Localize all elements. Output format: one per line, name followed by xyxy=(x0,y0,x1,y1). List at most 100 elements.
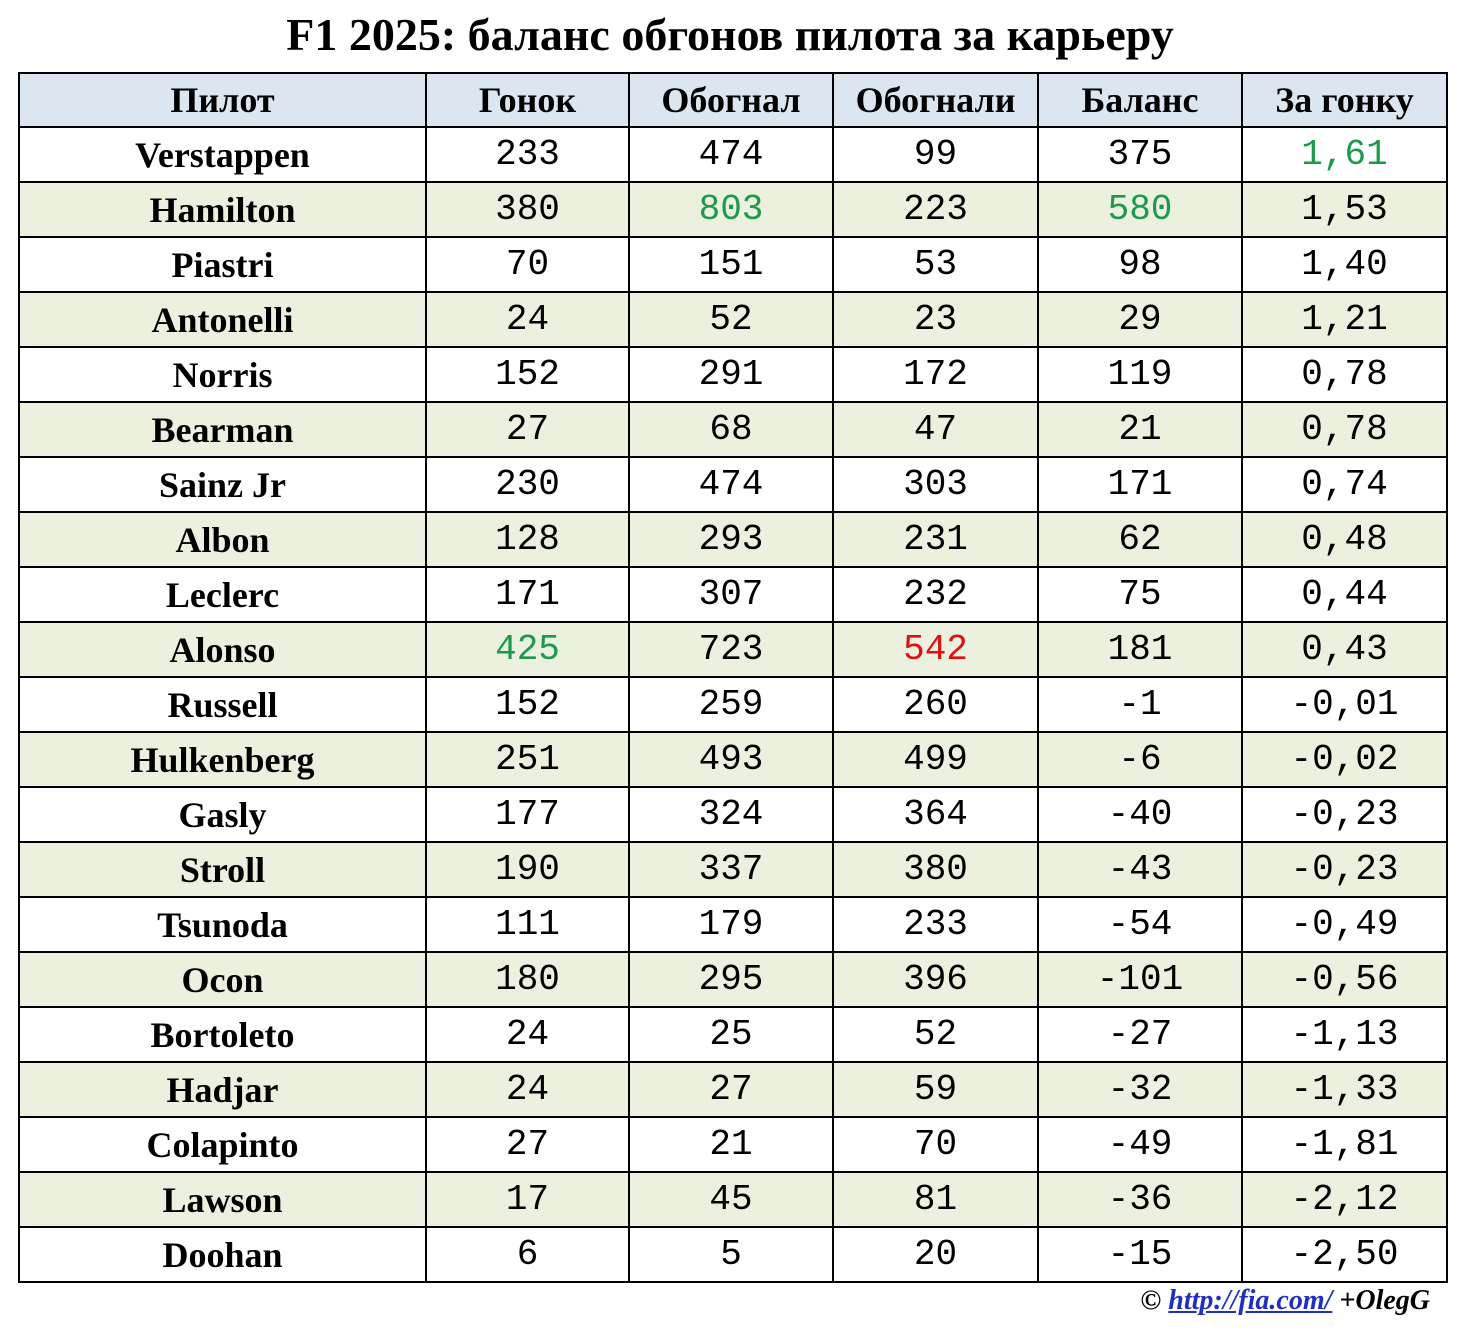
cell: 6 xyxy=(425,1226,630,1283)
cell: 172 xyxy=(832,346,1039,403)
cell: 181 xyxy=(1037,621,1243,678)
cell: 0,48 xyxy=(1241,511,1448,568)
cell: 396 xyxy=(832,951,1039,1008)
cell: 260 xyxy=(832,676,1039,733)
table-row: Bearman 27 68 47 21 0,78 xyxy=(18,401,1448,458)
cell: 24 xyxy=(425,1006,630,1063)
driver-name: Bearman xyxy=(18,401,427,458)
table-body: Verstappen 233 474 99 375 1,61 Hamilton 380 803 2… xyxy=(18,126,1448,1283)
column-header: Обогнали xyxy=(832,72,1039,128)
cell: 230 xyxy=(425,456,630,513)
cell: 152 xyxy=(425,346,630,403)
cell: 1,53 xyxy=(1241,181,1448,238)
column-header: Пилот xyxy=(18,72,427,128)
cell: -0,01 xyxy=(1241,676,1448,733)
author: +OlegG xyxy=(1339,1285,1430,1316)
cell: 291 xyxy=(628,346,834,403)
cell: -2,50 xyxy=(1241,1226,1448,1283)
cell: 177 xyxy=(425,786,630,843)
table-row: Gasly 177 324 364 -40 -0,23 xyxy=(18,786,1448,843)
cell: -1,81 xyxy=(1241,1116,1448,1173)
link[interactable]: http://fia.com/ xyxy=(1168,1285,1333,1316)
cell: 307 xyxy=(628,566,834,623)
cell: 474 xyxy=(628,126,834,183)
cell: 70 xyxy=(425,236,630,293)
cell: 59 xyxy=(832,1061,1039,1118)
cell: 75 xyxy=(1037,566,1243,623)
driver-name: Verstappen xyxy=(18,126,427,183)
driver-name: Alonso xyxy=(18,621,427,678)
cell: -1 xyxy=(1037,676,1243,733)
cell: -101 xyxy=(1037,951,1243,1008)
cell: 1,40 xyxy=(1241,236,1448,293)
cell: -1,13 xyxy=(1241,1006,1448,1063)
driver-name: Lawson xyxy=(18,1171,427,1228)
cell: 17 xyxy=(425,1171,630,1228)
cell: -1,33 xyxy=(1241,1061,1448,1118)
table-row: Colapinto 27 21 70 -49 -1,81 xyxy=(18,1116,1448,1173)
cell: 380 xyxy=(832,841,1039,898)
cell: 231 xyxy=(832,511,1039,568)
driver-name: Russell xyxy=(18,676,427,733)
table-row: Tsunoda 111 179 233 -54 -0,49 xyxy=(18,896,1448,953)
table-row: Norris 152 291 172 119 0,78 xyxy=(18,346,1448,403)
cell: 68 xyxy=(628,401,834,458)
table-row: Lawson 17 45 81 -36 -2,12 xyxy=(18,1171,1448,1228)
cell: 179 xyxy=(628,896,834,953)
cell: 324 xyxy=(628,786,834,843)
cell: 27 xyxy=(628,1061,834,1118)
cell: 128 xyxy=(425,511,630,568)
cell: 151 xyxy=(628,236,834,293)
cell: 171 xyxy=(1037,456,1243,513)
column-header: За гонку xyxy=(1241,72,1448,128)
table-row: Leclerc 171 307 232 75 0,44 xyxy=(18,566,1448,623)
table-row: Hamilton 380 803 223 580 1,53 xyxy=(18,181,1448,238)
cell: -54 xyxy=(1037,896,1243,953)
driver-name: Albon xyxy=(18,511,427,568)
cell: 251 xyxy=(425,731,630,788)
cell: 52 xyxy=(832,1006,1039,1063)
cell: 232 xyxy=(832,566,1039,623)
header-row: Пилот Гонок Обогнал Обогнали Баланс За гонку xyxy=(18,72,1448,128)
cell: 5 xyxy=(628,1226,834,1283)
cell: -6 xyxy=(1037,731,1243,788)
cell: 119 xyxy=(1037,346,1243,403)
column-header: Баланс xyxy=(1037,72,1243,128)
driver-name: Gasly xyxy=(18,786,427,843)
cell: -0,23 xyxy=(1241,786,1448,843)
table-row: Hulkenberg 251 493 499 -6 -0,02 xyxy=(18,731,1448,788)
table-row: Hadjar 24 27 59 -32 -1,33 xyxy=(18,1061,1448,1118)
table-row: Russell 152 259 260 -1 -0,01 xyxy=(18,676,1448,733)
driver-name: Tsunoda xyxy=(18,896,427,953)
column-header: Гонок xyxy=(425,72,630,128)
driver-name: Sainz Jr xyxy=(18,456,427,513)
cell: 21 xyxy=(628,1116,834,1173)
cell: 47 xyxy=(832,401,1039,458)
cell: -0,56 xyxy=(1241,951,1448,1008)
cell: 233 xyxy=(832,896,1039,953)
cell: -36 xyxy=(1037,1171,1243,1228)
cell: 0,74 xyxy=(1241,456,1448,513)
table-row: Verstappen 233 474 99 375 1,61 xyxy=(18,126,1448,183)
table-row: Antonelli 24 52 23 29 1,21 xyxy=(18,291,1448,348)
footer: © http://fia.com/ +OlegG xyxy=(1140,1285,1430,1317)
driver-name: Bortoleto xyxy=(18,1006,427,1063)
cell: 293 xyxy=(628,511,834,568)
cell: -27 xyxy=(1037,1006,1243,1063)
cell: 723 xyxy=(628,621,834,678)
cell: 152 xyxy=(425,676,630,733)
cell: 223 xyxy=(832,181,1039,238)
cell: 0,44 xyxy=(1241,566,1448,623)
driver-name: Ocon xyxy=(18,951,427,1008)
cell: 70 xyxy=(832,1116,1039,1173)
cell: 380 xyxy=(425,181,630,238)
cell: 580 xyxy=(1037,181,1243,238)
cell: 499 xyxy=(832,731,1039,788)
cell: 20 xyxy=(832,1226,1039,1283)
cell: 364 xyxy=(832,786,1039,843)
cell: -0,49 xyxy=(1241,896,1448,953)
cell: 259 xyxy=(628,676,834,733)
cell: 233 xyxy=(425,126,630,183)
cell: 24 xyxy=(425,1061,630,1118)
